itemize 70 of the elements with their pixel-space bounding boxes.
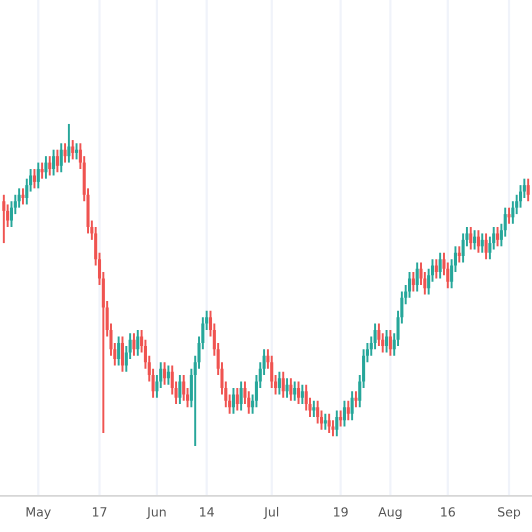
candlestick [231,387,235,415]
candlestick [32,168,36,190]
candlestick [59,142,63,174]
candlestick [480,232,484,254]
candlestick [461,232,465,264]
candlestick [63,142,67,164]
candlestick [388,329,392,357]
candlestick [304,383,308,412]
candlestick [25,177,29,206]
candlestick [496,226,500,248]
candlestick [335,409,339,438]
candlestick [446,261,450,290]
candlestick [166,364,170,386]
candlestick [71,139,75,161]
candlestick [132,332,136,357]
candlestick [319,409,324,431]
candlestick [44,155,48,180]
candlestick [373,322,377,351]
candlestick [293,380,297,402]
candlestick [346,399,350,422]
candlestick [17,187,21,209]
candlestick [427,267,431,296]
candlestick [415,261,419,293]
candlestick [518,184,523,209]
candlestick [36,161,40,190]
candlestick [385,329,389,354]
candlestick [515,193,519,216]
candlestick [297,380,301,406]
candlestick [277,370,281,396]
candlestick [163,361,167,386]
candlestick [67,122,71,164]
candlestick [476,229,480,254]
candlestick [48,155,52,177]
candlestick [526,177,530,203]
candlestick [316,399,320,425]
candlestick [285,377,289,399]
candlestick [411,271,415,293]
candlestick [377,322,381,348]
candlestick [270,354,274,389]
candlestick [342,399,346,428]
candlestick [281,370,285,399]
candlestick [243,380,247,406]
candlestick [52,148,56,177]
candlestick [469,226,473,251]
candlestick [327,412,331,435]
candlestick [55,148,59,174]
candlestick [289,377,293,402]
candlestick [117,335,121,367]
candlestick [170,364,174,396]
candlestick [381,332,385,354]
candlestick [120,335,125,373]
candlestick [247,390,251,415]
candlestick [182,374,186,402]
candlestick [2,193,6,245]
candlestick [178,374,182,406]
candlestick [438,251,442,280]
candlestick [503,206,507,238]
candlestick [235,387,239,412]
candlestick [492,226,496,251]
candlestick [473,229,477,251]
candlestick [407,271,412,299]
candlestick [484,232,488,261]
candlestick [136,329,140,357]
candlestick [511,200,515,225]
candlestick [488,235,492,261]
candlestick [434,258,438,280]
candlestick [300,383,304,406]
candlestick [9,200,14,228]
candlestick [239,380,243,412]
candlestick [350,390,354,422]
